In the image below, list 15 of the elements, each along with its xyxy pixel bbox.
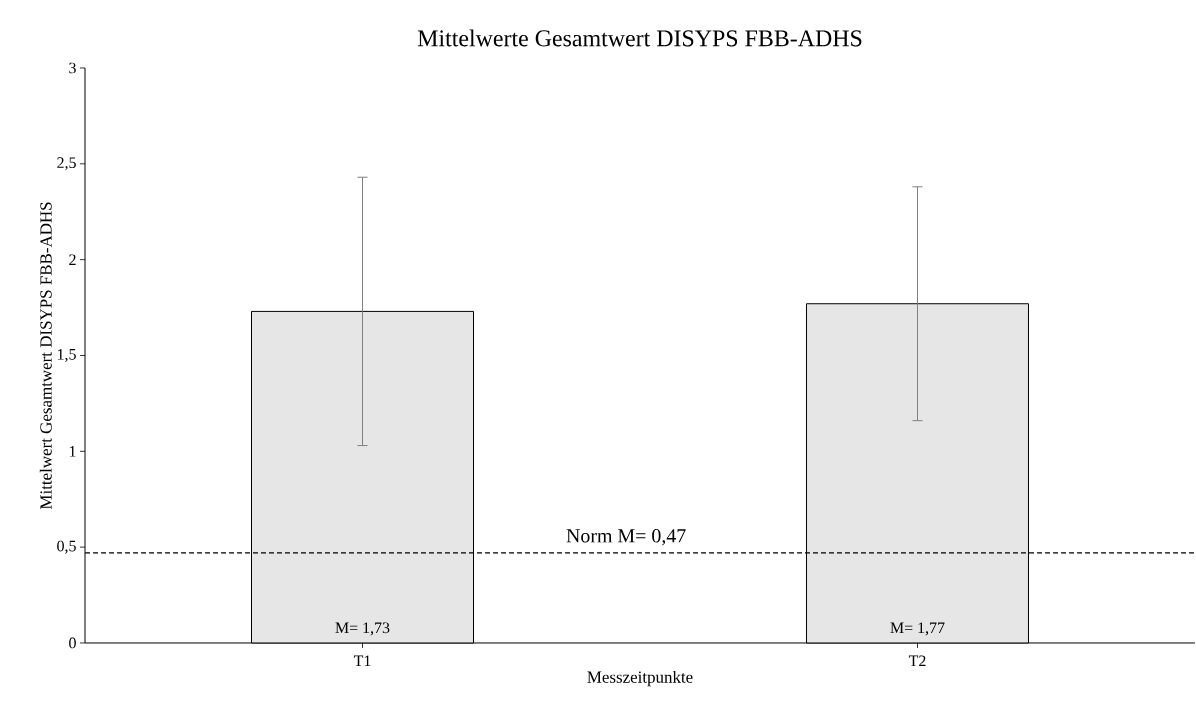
chart-title: Mittelwerte Gesamtwert DISYPS FBB-ADHS bbox=[417, 29, 862, 47]
data-label: M= 1,77 bbox=[890, 622, 945, 636]
ref-line-label: Norm M= 0,47 bbox=[566, 529, 686, 546]
x-axis-title: Messzeitpunkte bbox=[587, 670, 693, 687]
y-axis-title: Mittelwert Gesamtwert DISYPS FBB-ADHS bbox=[39, 202, 52, 510]
y-tick-label: 1 bbox=[69, 446, 76, 457]
y-tick-label: 0,5 bbox=[57, 540, 76, 554]
y-tick-label: 1,5 bbox=[57, 349, 76, 362]
y-tick-label: 3 bbox=[69, 62, 76, 74]
data-label: M= 1,73 bbox=[335, 622, 390, 636]
x-tick-label: T2 bbox=[908, 655, 926, 667]
y-tick-label: 2,5 bbox=[57, 157, 76, 171]
x-tick-label: T1 bbox=[353, 655, 371, 667]
y-tick-label: 2 bbox=[69, 254, 76, 265]
y-tick-label: 0 bbox=[69, 637, 76, 649]
